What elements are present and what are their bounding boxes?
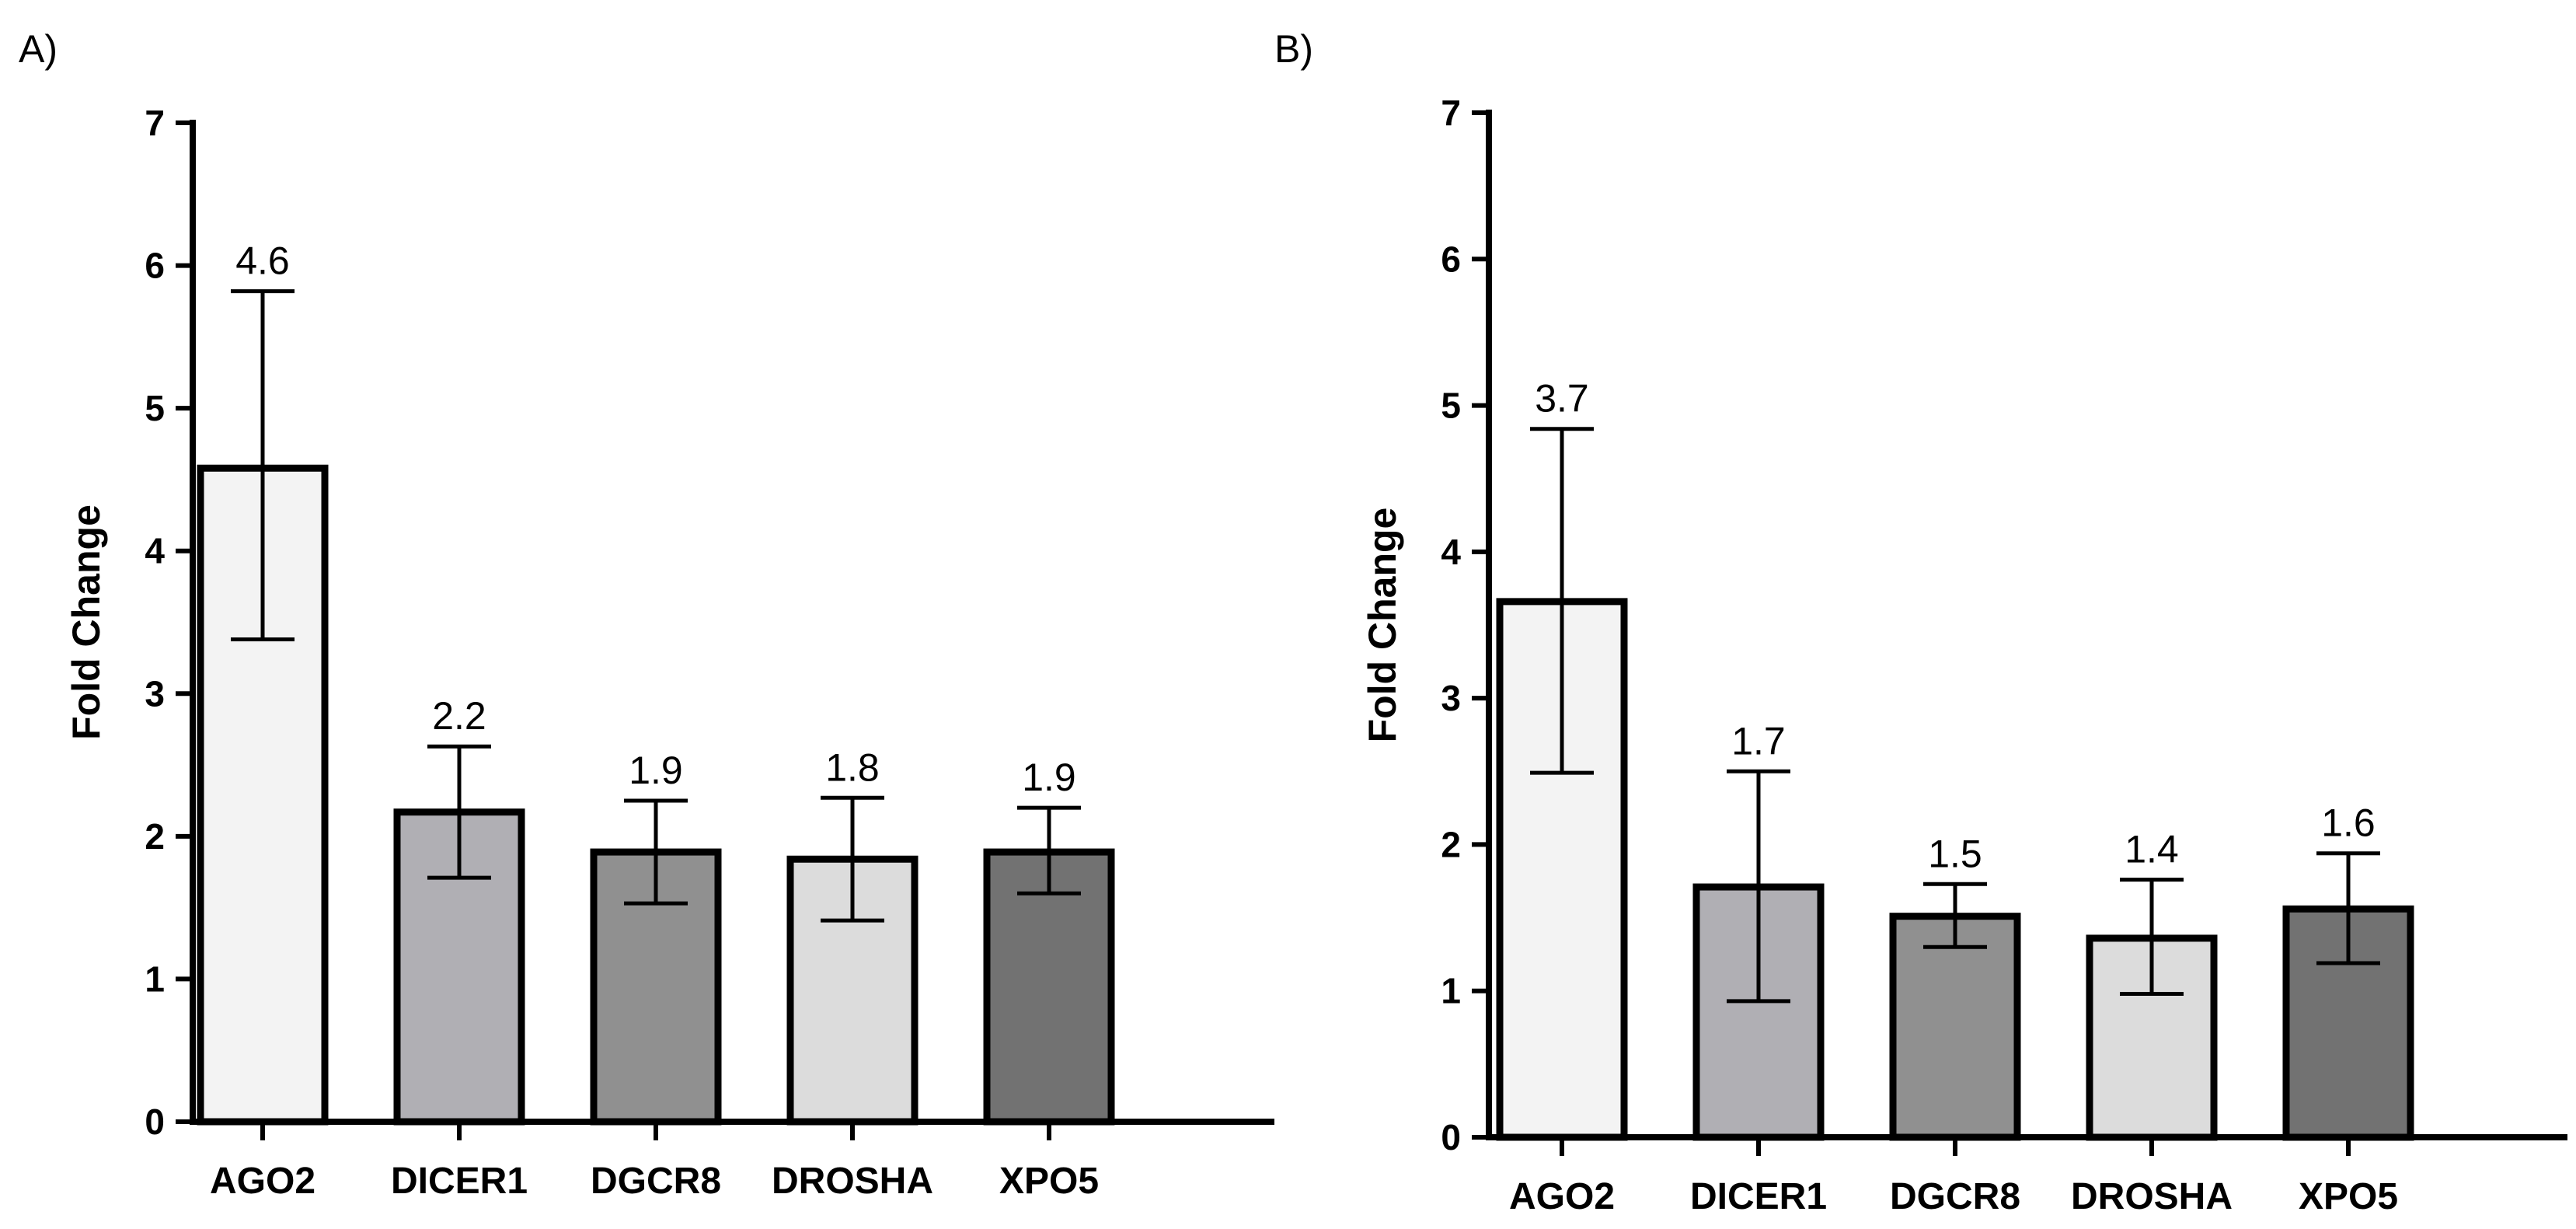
x-tick-label-drosha: DROSHA: [2071, 1176, 2233, 1217]
bar-drosha: [2086, 934, 2218, 1141]
panel-b: B) Fold Change 3.7 1.7 1.5 1.4 1.6 0 1 2 3 4 5 6 7 AGO2…: [1274, 27, 2567, 1217]
data-label-dicer1: 1.7: [1731, 719, 1786, 763]
y-axis-title: Fold Change: [64, 505, 108, 740]
y-axis-title: Fold Change: [1361, 508, 1404, 743]
x-tick-label-dgcr8: DGCR8: [591, 1161, 721, 1202]
y-tick-label: 7: [145, 103, 165, 143]
y-tick-label: 1: [1441, 971, 1461, 1011]
panel-a: A) Fold Change 4.6 2.2 1.9 1.8 1.9 0 1 2 3 4 5 6 7 AGO2…: [19, 27, 1274, 1202]
bar-dgcr8: [1889, 913, 2021, 1141]
x-tick-label-ago2: AGO2: [210, 1161, 315, 1202]
x-tick-label-xpo5: XPO5: [2299, 1176, 2398, 1217]
x-tick-label-dgcr8: DGCR8: [1890, 1176, 2020, 1217]
x-tick-label-dicer1: DICER1: [391, 1161, 528, 1202]
data-label-drosha: 1.8: [825, 745, 880, 789]
y-tick-label: 1: [145, 958, 165, 999]
y-tick-label: 5: [145, 388, 165, 428]
y-tick-label: 7: [1441, 93, 1461, 133]
y-tick-label: 4: [145, 531, 165, 571]
x-tick-label-xpo5: XPO5: [999, 1161, 1099, 1202]
y-tick-label: 6: [145, 246, 165, 286]
data-label-xpo5: 1.9: [1022, 756, 1076, 799]
data-label-drosha: 1.4: [2125, 828, 2179, 871]
y-tick-label: 0: [145, 1102, 165, 1142]
y-tick-label: 2: [145, 816, 165, 857]
x-tick-label-ago2: AGO2: [1509, 1176, 1615, 1217]
y-tick-label: 4: [1441, 532, 1461, 572]
data-label-dgcr8: 1.5: [1928, 832, 1982, 875]
panel-label: A): [19, 27, 58, 71]
data-label-dicer1: 2.2: [432, 694, 486, 738]
x-tick-label-drosha: DROSHA: [772, 1161, 933, 1202]
data-label-xpo5: 1.6: [2321, 801, 2376, 845]
data-label-ago2: 3.7: [1535, 377, 1589, 421]
panel-label: B): [1274, 27, 1313, 71]
data-label-dgcr8: 1.9: [629, 749, 683, 792]
y-tick-label: 3: [1441, 678, 1461, 718]
data-label-ago2: 4.6: [235, 239, 290, 283]
y-tick-label: 6: [1441, 239, 1461, 279]
y-tick-label: 3: [145, 673, 165, 714]
y-tick-label: 5: [1441, 386, 1461, 426]
y-tick-label: 2: [1441, 824, 1461, 864]
x-tick-label-dicer1: DICER1: [1690, 1176, 1827, 1217]
y-tick-label: 0: [1441, 1117, 1461, 1157]
